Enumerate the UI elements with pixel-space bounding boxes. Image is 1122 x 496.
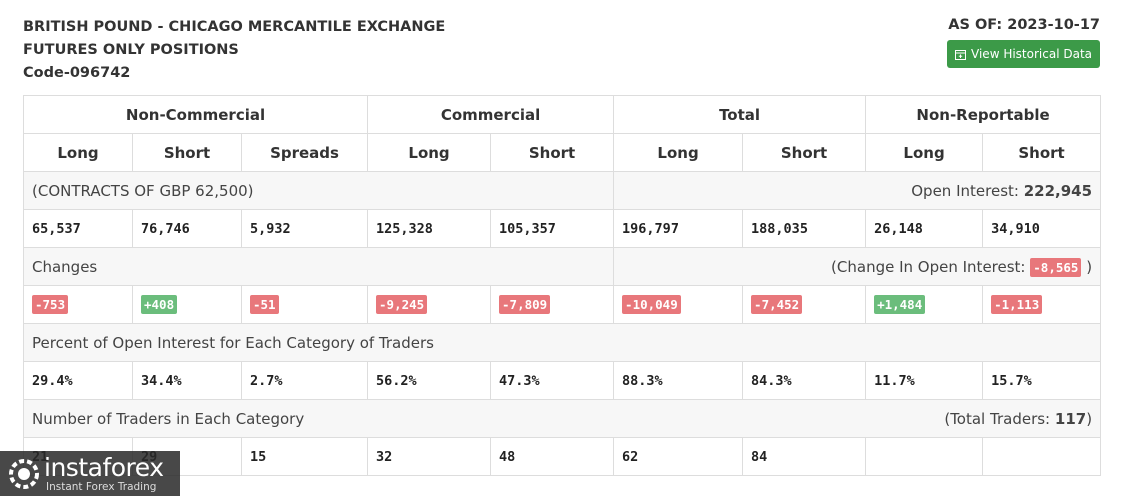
- change-badge: -1,113: [991, 294, 1043, 314]
- sub-header: Short: [742, 133, 867, 172]
- trader-cell: 48: [490, 437, 615, 476]
- group-header: Commercial: [367, 95, 615, 134]
- sub-header: Long: [613, 133, 744, 172]
- change-cell: +408: [132, 285, 242, 324]
- change-cell: -7,809: [490, 285, 615, 324]
- title-line: FUTURES ONLY POSITIONS: [23, 42, 239, 58]
- percent-cell: 2.7%: [240, 361, 369, 400]
- change-cell: -753: [23, 285, 133, 324]
- changes-row: Changes (Change In Open Interest: -8,565 …: [22, 247, 1102, 286]
- position-cell: 65,537: [23, 209, 133, 248]
- trader-empty-cell: [982, 437, 1102, 476]
- percent-cell: 34.4%: [132, 361, 242, 400]
- group-header: Non-Reportable: [865, 95, 1102, 134]
- change-cell: -9,245: [367, 285, 492, 324]
- position-cell: 34,910: [982, 209, 1102, 248]
- change-badge: -7,809: [499, 294, 551, 314]
- traders-label: Number of Traders in Each Category: [32, 409, 305, 428]
- contracts-row: (CONTRACTS OF GBP 62,500) Open Interest: …: [22, 171, 1102, 210]
- change-cell: -51: [240, 285, 369, 324]
- total-traders-label: (Total Traders:: [944, 409, 1051, 428]
- trader-row: 21291532486284: [23, 437, 1102, 476]
- traders-wrap: Number of Traders in Each Category (Total…: [32, 410, 1092, 428]
- button-label: View Historical Data: [971, 47, 1092, 61]
- sub-header: Long: [367, 133, 492, 172]
- contracts-label: (CONTRACTS OF GBP 62,500): [22, 171, 615, 210]
- open-interest-cell: Open Interest: 222,945: [613, 171, 1102, 210]
- sub-header: Long: [23, 133, 133, 172]
- change-oi-cell: (Change In Open Interest: -8,565 ): [613, 247, 1102, 286]
- percent-cell: 88.3%: [613, 361, 744, 400]
- watermark: instaforex Instant Forex Trading: [0, 451, 180, 496]
- percent-cell: 29.4%: [23, 361, 133, 400]
- group-header: Total: [613, 95, 867, 134]
- percent-cell: 11.7%: [865, 361, 984, 400]
- sub-header: Short: [490, 133, 615, 172]
- change-oi-close: ): [1086, 257, 1093, 276]
- change-badge: -7,452: [751, 294, 803, 314]
- percent-cell: 56.2%: [367, 361, 492, 400]
- change-badge: +1,484: [874, 294, 926, 314]
- change-badge: -9,245: [376, 294, 428, 314]
- as-of: AS OF: 2023-10-17: [948, 17, 1100, 33]
- group-header-row: Non-Commercial Commercial Total Non-Reporta…: [22, 95, 1102, 134]
- trader-cell: 62: [613, 437, 744, 476]
- position-cell: 188,035: [742, 209, 867, 248]
- open-interest-value: 222,945: [1023, 181, 1093, 200]
- position-cell: 196,797: [613, 209, 744, 248]
- percent-label: Percent of Open Interest for Each Catego…: [22, 323, 1102, 362]
- position-cell: 26,148: [865, 209, 984, 248]
- title-line: Code-096742: [23, 65, 131, 81]
- percent-cell: 15.7%: [982, 361, 1102, 400]
- change-cell: -1,113: [982, 285, 1102, 324]
- brand: instaforex: [44, 453, 164, 482]
- change-cell: +1,484: [865, 285, 984, 324]
- total-traders-value: 117: [1054, 409, 1087, 428]
- title: BRITISH POUND - CHICAGO MERCANTILE EXCHA…: [23, 16, 445, 85]
- changes-label: Changes: [22, 247, 615, 286]
- change-cell: -10,049: [613, 285, 744, 324]
- change-badge: -51: [250, 294, 279, 314]
- total-traders-close: ): [1086, 409, 1093, 428]
- traders-row: Number of Traders in Each Category (Total…: [22, 399, 1102, 438]
- calendar-icon: [955, 49, 967, 60]
- total-traders: (Total Traders: 117): [944, 410, 1092, 428]
- cot-table: Non-Commercial Commercial Total Non-Reporta…: [22, 95, 1102, 476]
- change-cell: -7,452: [742, 285, 867, 324]
- sub-header: Short: [982, 133, 1102, 172]
- change-oi-value: -8,565: [1030, 257, 1082, 277]
- tagline: Instant Forex Trading: [46, 481, 157, 493]
- position-cell: 5,932: [240, 209, 369, 248]
- position-row: 65,537 76,746 5,932 125,328 105,357 196,797 18…: [23, 209, 1102, 248]
- change-row: -753 +408 -51 -9,245 -7,809 -10,049 -7,452 +1,4…: [23, 285, 1102, 324]
- trader-cell: 32: [367, 437, 492, 476]
- title-line: BRITISH POUND - CHICAGO MERCANTILE EXCHA…: [23, 19, 446, 35]
- change-oi-label: (Change In Open Interest:: [831, 257, 1026, 276]
- change-badge: -10,049: [622, 294, 681, 314]
- sub-header-row: Long Short Spreads Long Short Long Short Long Sh…: [23, 133, 1102, 172]
- group-header: Non-Commercial: [22, 95, 369, 134]
- trader-empty-cell: [865, 437, 984, 476]
- percent-row: 29.4% 34.4% 2.7% 56.2% 47.3% 88.3% 84.3% 11.7% 1…: [23, 361, 1102, 400]
- sub-header: Spreads: [240, 133, 369, 172]
- change-badge: -753: [32, 294, 69, 314]
- position-cell: 105,357: [490, 209, 615, 248]
- sub-header: Long: [865, 133, 984, 172]
- percent-cell: 84.3%: [742, 361, 867, 400]
- change-badge: +408: [141, 294, 178, 314]
- position-cell: 125,328: [367, 209, 492, 248]
- view-historical-button[interactable]: View Historical Data: [947, 40, 1100, 68]
- position-cell: 76,746: [132, 209, 242, 248]
- trader-cell: 84: [742, 437, 867, 476]
- percent-cell: 47.3%: [490, 361, 615, 400]
- percent-row: Percent of Open Interest for Each Catego…: [22, 323, 1102, 362]
- trader-cell: 15: [240, 437, 369, 476]
- traders-cell: Number of Traders in Each Category (Total…: [22, 399, 1102, 438]
- sub-header: Short: [132, 133, 242, 172]
- open-interest-label: Open Interest:: [911, 181, 1019, 200]
- logo: [9, 459, 39, 489]
